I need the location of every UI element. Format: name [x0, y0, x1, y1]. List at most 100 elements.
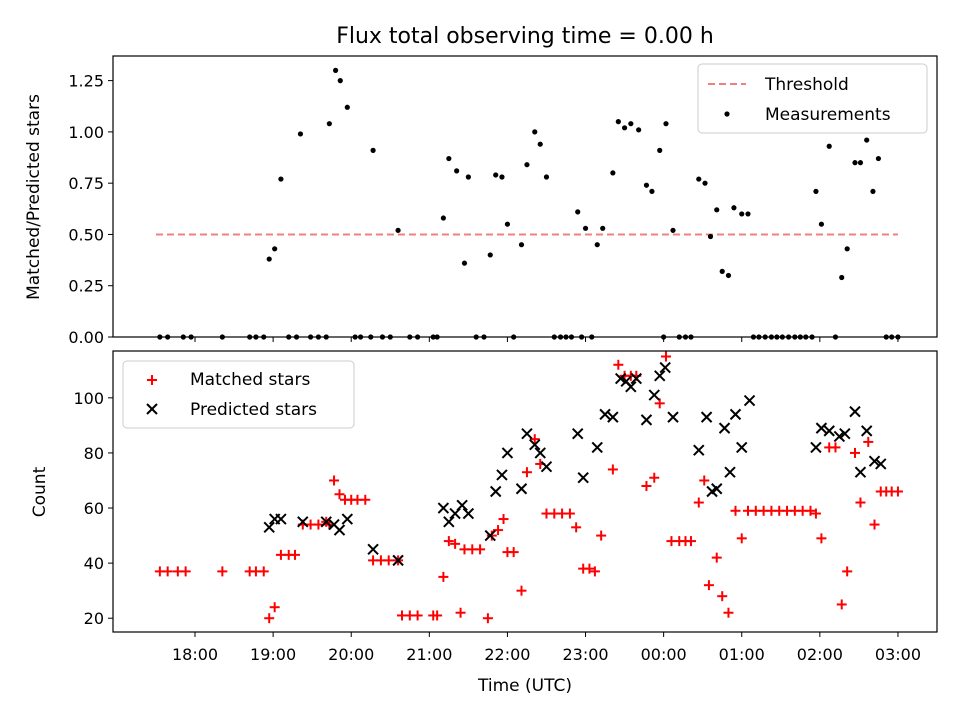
x-tick-label: 18:00	[172, 645, 218, 664]
predicted-star-point	[625, 381, 637, 393]
predicted-star-point	[437, 502, 450, 514]
matched-star-point	[450, 538, 461, 549]
matched-star-point	[498, 514, 509, 525]
measurement-point	[643, 182, 650, 188]
x-tick-label: 03:00	[875, 645, 921, 664]
matched-star-point	[334, 489, 345, 500]
predicted-star-point	[648, 389, 660, 401]
measurement-point	[575, 209, 581, 215]
measurement-point	[663, 121, 669, 127]
predicted-star-point	[496, 469, 508, 481]
matched-star-point	[842, 566, 853, 577]
top-y-tick-label: 0.50	[68, 225, 104, 244]
matched-star-point	[849, 447, 860, 458]
measurement-point	[696, 176, 702, 182]
measurement-point	[532, 129, 538, 135]
matched-star-point	[443, 536, 454, 547]
predicted-star-point	[443, 516, 455, 528]
measurement-point	[337, 78, 343, 84]
measurement-point	[731, 205, 737, 211]
measurement-point	[440, 215, 446, 221]
predicted-star-point	[501, 447, 514, 459]
matched-star-point	[703, 580, 714, 591]
matched-star-point	[660, 351, 671, 362]
measurements-legend-label: Measurements	[765, 105, 891, 125]
bottom-y-tick-label: 100	[73, 389, 104, 408]
predicted-star-point	[659, 361, 671, 374]
measurement-point	[465, 174, 471, 180]
measurement-point	[813, 188, 819, 194]
measurement-point	[745, 211, 751, 217]
matched-star-point	[383, 555, 394, 566]
predicted-star-point	[297, 516, 309, 528]
matched-star-point	[892, 486, 903, 497]
predicted-star-point	[515, 483, 528, 495]
predicted-star-point	[577, 472, 589, 484]
predicted-star-point	[607, 411, 619, 423]
matched-star-point	[508, 547, 519, 558]
matched-star-point	[269, 602, 280, 613]
matched-star-point	[264, 613, 275, 624]
matched-star-point	[486, 530, 497, 541]
matched-star-point	[736, 533, 747, 544]
matched-star-point	[289, 549, 300, 560]
measurement-point	[621, 125, 628, 131]
matched-star-point	[482, 613, 493, 624]
predicted-star-point	[614, 372, 627, 385]
predicted-star-point	[529, 438, 541, 451]
measurement-point	[739, 211, 745, 217]
predicted-star-point	[540, 460, 553, 473]
measurement-point	[537, 141, 543, 147]
predicted-star-point	[591, 441, 603, 454]
predicted-star-point	[729, 408, 742, 421]
measurement-point	[332, 67, 339, 73]
x-axis-label: Time (UTC)	[477, 676, 572, 696]
top-legend: Threshold Measurements	[697, 63, 928, 134]
measurement-point	[454, 168, 460, 174]
measurement-point	[714, 207, 720, 213]
top-y-axis-label: Matched/Predicted stars	[24, 94, 44, 300]
matched-star-point	[475, 544, 486, 555]
bottom-y-tick-label: 60	[84, 499, 104, 518]
matched-star-point	[521, 467, 532, 478]
measurement-point	[461, 260, 468, 266]
matched-star-point	[589, 566, 600, 577]
x-tick-label: 02:00	[797, 645, 843, 664]
top-y-tick-label: 1.00	[68, 123, 104, 142]
predicted-star-point	[736, 441, 748, 454]
predicted-star-point	[341, 513, 354, 525]
predicted-star-point	[456, 499, 468, 511]
measurement-point	[649, 188, 655, 194]
predicted-star-point	[521, 427, 533, 440]
x-tick-label: 19:00	[250, 645, 296, 664]
predicted-star-point	[630, 372, 643, 385]
measurement-point	[582, 225, 589, 231]
measurement-point	[518, 242, 525, 248]
measurement-point	[852, 160, 858, 166]
matched-star-point	[654, 398, 665, 409]
matched-star-point	[564, 508, 575, 519]
predicted-star-point	[484, 529, 496, 542]
measurement-point	[875, 155, 882, 162]
measurement-point	[870, 188, 876, 194]
measurement-point	[272, 246, 278, 252]
measurement-point	[266, 256, 272, 262]
matched-star-point	[830, 442, 841, 453]
matched-star-point	[584, 563, 595, 574]
predicted-star-point	[868, 455, 881, 467]
measurement-point	[499, 174, 505, 180]
predicted-star-point	[367, 543, 379, 556]
bottom-legend: Matched stars Predicted stars	[122, 360, 355, 429]
predicted-star-point	[263, 521, 275, 534]
predicted-star-point	[572, 427, 584, 440]
matched-star-point	[571, 522, 582, 533]
matched-star-point	[805, 505, 816, 516]
top-y-tick-label: 1.25	[68, 72, 104, 91]
matched-star-point	[641, 480, 652, 491]
measurement-point	[487, 252, 493, 258]
predicted-star-point	[875, 458, 887, 470]
predicted-star-point	[320, 516, 332, 528]
matched-star-point	[816, 533, 827, 544]
bottom-y-tick-label: 40	[84, 554, 104, 573]
